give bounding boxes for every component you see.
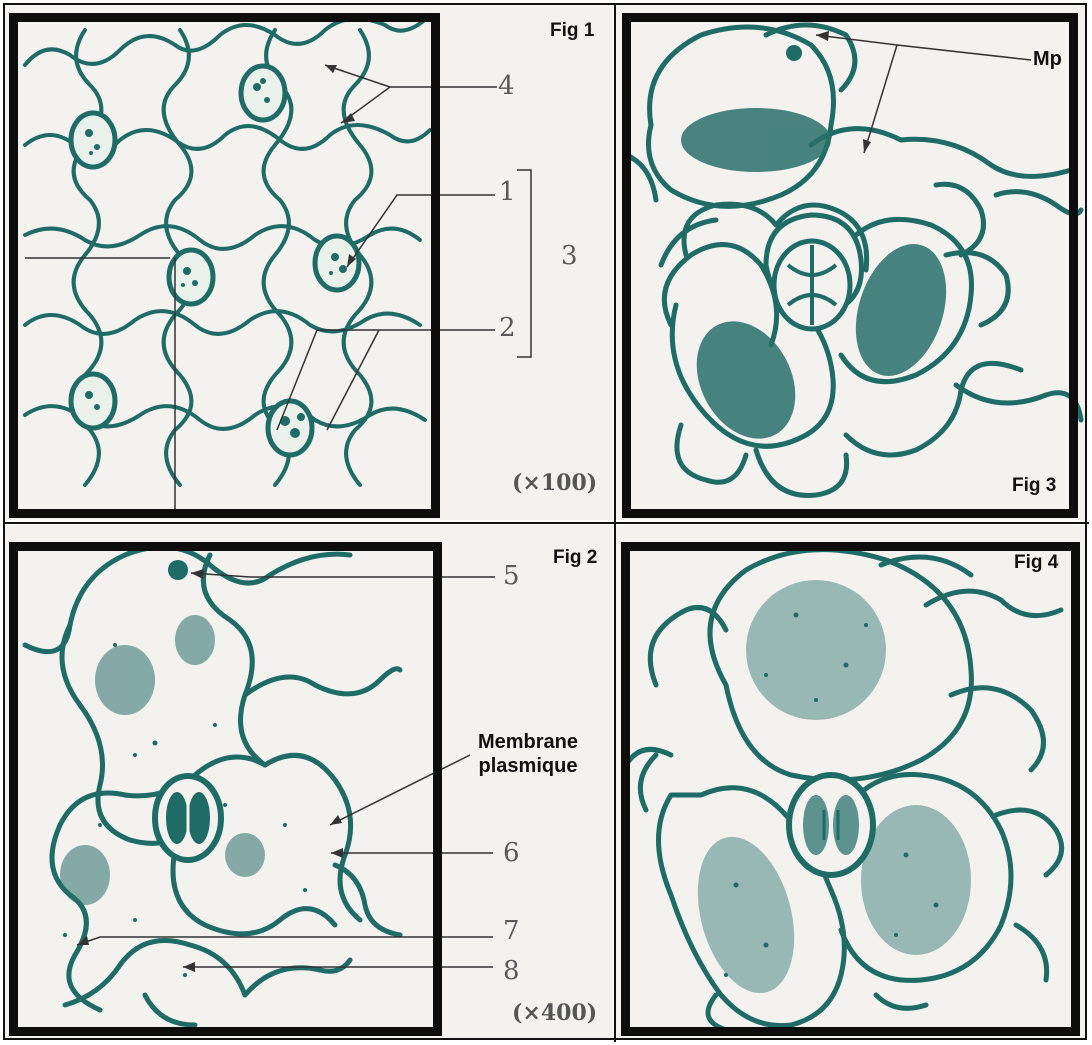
fig4-panel: Fig 4 [616,525,1085,1038]
fig1-label: Fig 1 [550,20,595,41]
fig2-epidermis-drawing [22,544,495,1028]
fig2-callout-5: 5 [503,561,520,591]
fig1-stomata-a [238,63,288,123]
fig2-nucleus-dot [168,560,188,580]
fig3-panel: Mp Fig 3 [616,5,1085,520]
fig2-membrane-line1: Membrane [477,731,579,753]
fig3-nucleus-dot [786,45,802,61]
fig1-photo-frame [9,13,440,518]
fig4-label: Fig 4 [1014,552,1059,573]
fig2-panel: Fig 2 5 Membrane plasmique 6 7 8 (×400) [5,525,613,1038]
fig1-callout-1: 1 [499,177,516,207]
fig1-callout-3: 3 [561,241,578,271]
fig1-panel: Fig 1 4 1 3 2 (×100) [5,5,613,520]
fig1-stomata-d [312,233,362,293]
fig1-stomata-b [68,110,118,170]
fig2-callout-6: 6 [503,838,520,868]
outer-table-frame [3,3,1087,1040]
column-divider [614,3,616,1042]
fig2-magnification: (×400) [512,1000,598,1026]
row-divider [3,522,1089,524]
fig1-callout-4: 4 [498,71,515,101]
fig2-membrane-line2: plasmique [478,755,578,777]
fig1-epidermis-drawing [23,13,532,515]
fig4-photo-frame [621,542,1080,1036]
fig3-stomata-drawing [623,22,1084,498]
fig3-mp-label: Mp [1033,48,1062,70]
fig2-callout-7: 7 [503,916,520,946]
fig2-label: Fig 2 [553,547,598,568]
fig3-photo-frame [622,13,1078,518]
fig1-stomata-c [166,247,216,307]
fig1-callout-2: 2 [499,313,516,343]
fig3-label: Fig 3 [1012,475,1057,496]
fig2-callout-8: 8 [503,956,520,986]
fig1-stomata-e [68,371,118,431]
fig2-photo-frame [9,542,442,1036]
fig2-membrane-label: Membrane plasmique [463,730,593,778]
fig1-magnification: (×100) [512,470,598,496]
